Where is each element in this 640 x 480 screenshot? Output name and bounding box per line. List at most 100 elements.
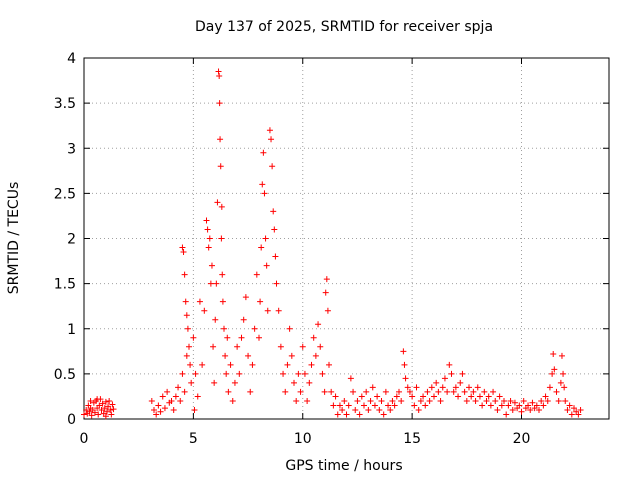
data-point: [564, 406, 571, 413]
data-point: [549, 370, 556, 377]
data-point: [164, 388, 171, 395]
data-point: [481, 388, 488, 395]
data-point: [376, 406, 383, 413]
data-point: [182, 298, 189, 305]
data-point: [439, 384, 446, 391]
data-point: [86, 408, 93, 415]
data-point: [389, 397, 396, 404]
data-point: [323, 276, 330, 283]
data-point: [107, 406, 114, 413]
data-point: [369, 384, 376, 391]
data-point: [492, 397, 499, 404]
data-point: [401, 361, 408, 368]
y-tick-label: 1: [67, 322, 76, 338]
data-point: [334, 411, 341, 418]
data-point: [108, 411, 115, 418]
data-point: [229, 397, 236, 404]
data-point: [382, 388, 389, 395]
data-point: [216, 100, 223, 107]
data-point: [148, 397, 155, 404]
data-point: [396, 388, 402, 395]
data-point: [457, 379, 464, 386]
data-point: [433, 379, 440, 386]
y-tick-label: 0: [67, 412, 76, 428]
data-point: [194, 393, 201, 400]
data-point: [257, 298, 264, 305]
data-point: [190, 334, 197, 341]
data-point: [266, 127, 273, 134]
data-point: [402, 375, 409, 382]
x-tick-label: 15: [403, 431, 421, 447]
data-point: [181, 388, 188, 395]
data-point: [161, 405, 168, 412]
data-point: [151, 406, 157, 413]
data-point: [459, 370, 466, 377]
data-point: [273, 280, 280, 287]
data-point: [106, 397, 113, 404]
data-point: [181, 271, 188, 278]
data-point: [356, 411, 363, 418]
data-point: [538, 397, 545, 404]
data-point: [179, 370, 186, 377]
data-point: [367, 397, 374, 404]
data-point: [262, 235, 269, 242]
data-point: [393, 393, 400, 400]
data-point: [99, 400, 106, 407]
data-point: [249, 361, 256, 368]
data-point: [277, 343, 284, 350]
data-point: [551, 366, 558, 373]
data-point: [468, 393, 475, 400]
data-point: [218, 203, 225, 210]
data-point: [555, 397, 562, 404]
data-point: [490, 388, 497, 395]
data-point: [191, 406, 198, 413]
data-point: [446, 361, 453, 368]
data-point: [540, 402, 547, 409]
data-point: [251, 325, 258, 332]
data-point: [542, 393, 549, 400]
data-point: [231, 379, 238, 386]
data-point: [455, 393, 462, 400]
data-point: [326, 361, 332, 368]
data-point: [498, 402, 505, 409]
data-point: [213, 280, 220, 287]
data-point: [575, 411, 582, 418]
data-point: [223, 370, 230, 377]
data-point: [109, 401, 116, 408]
data-point: [476, 393, 483, 400]
data-point: [415, 406, 422, 413]
data-point: [215, 68, 222, 75]
data-point: [217, 136, 224, 143]
data-point: [354, 397, 361, 404]
x-tick-label: 0: [80, 431, 89, 447]
data-point: [211, 379, 218, 386]
data-point: [310, 334, 317, 341]
data-point: [385, 402, 392, 409]
data-point: [179, 244, 186, 251]
data-point: [562, 397, 569, 404]
data-point: [441, 375, 448, 382]
data-point: [212, 316, 219, 323]
x-tick-label: 10: [294, 431, 312, 447]
data-point: [544, 397, 551, 404]
data-point: [253, 271, 260, 278]
data-point: [168, 397, 175, 404]
x-axis-label: GPS time / hours: [285, 458, 402, 474]
data-point: [101, 405, 108, 412]
data-point: [496, 393, 503, 400]
data-point: [94, 396, 101, 403]
data-point: [157, 408, 164, 415]
data-point: [103, 408, 110, 415]
data-point: [520, 397, 527, 404]
data-point: [203, 217, 210, 224]
data-point: [345, 402, 352, 409]
data-point: [503, 411, 510, 418]
data-point: [256, 334, 262, 341]
data-point: [461, 388, 468, 395]
data-point: [319, 370, 326, 377]
data-point: [219, 271, 226, 278]
y-tick-label: 2.5: [54, 186, 76, 202]
data-point: [96, 402, 103, 409]
data-point: [339, 406, 346, 413]
data-point: [184, 325, 191, 332]
